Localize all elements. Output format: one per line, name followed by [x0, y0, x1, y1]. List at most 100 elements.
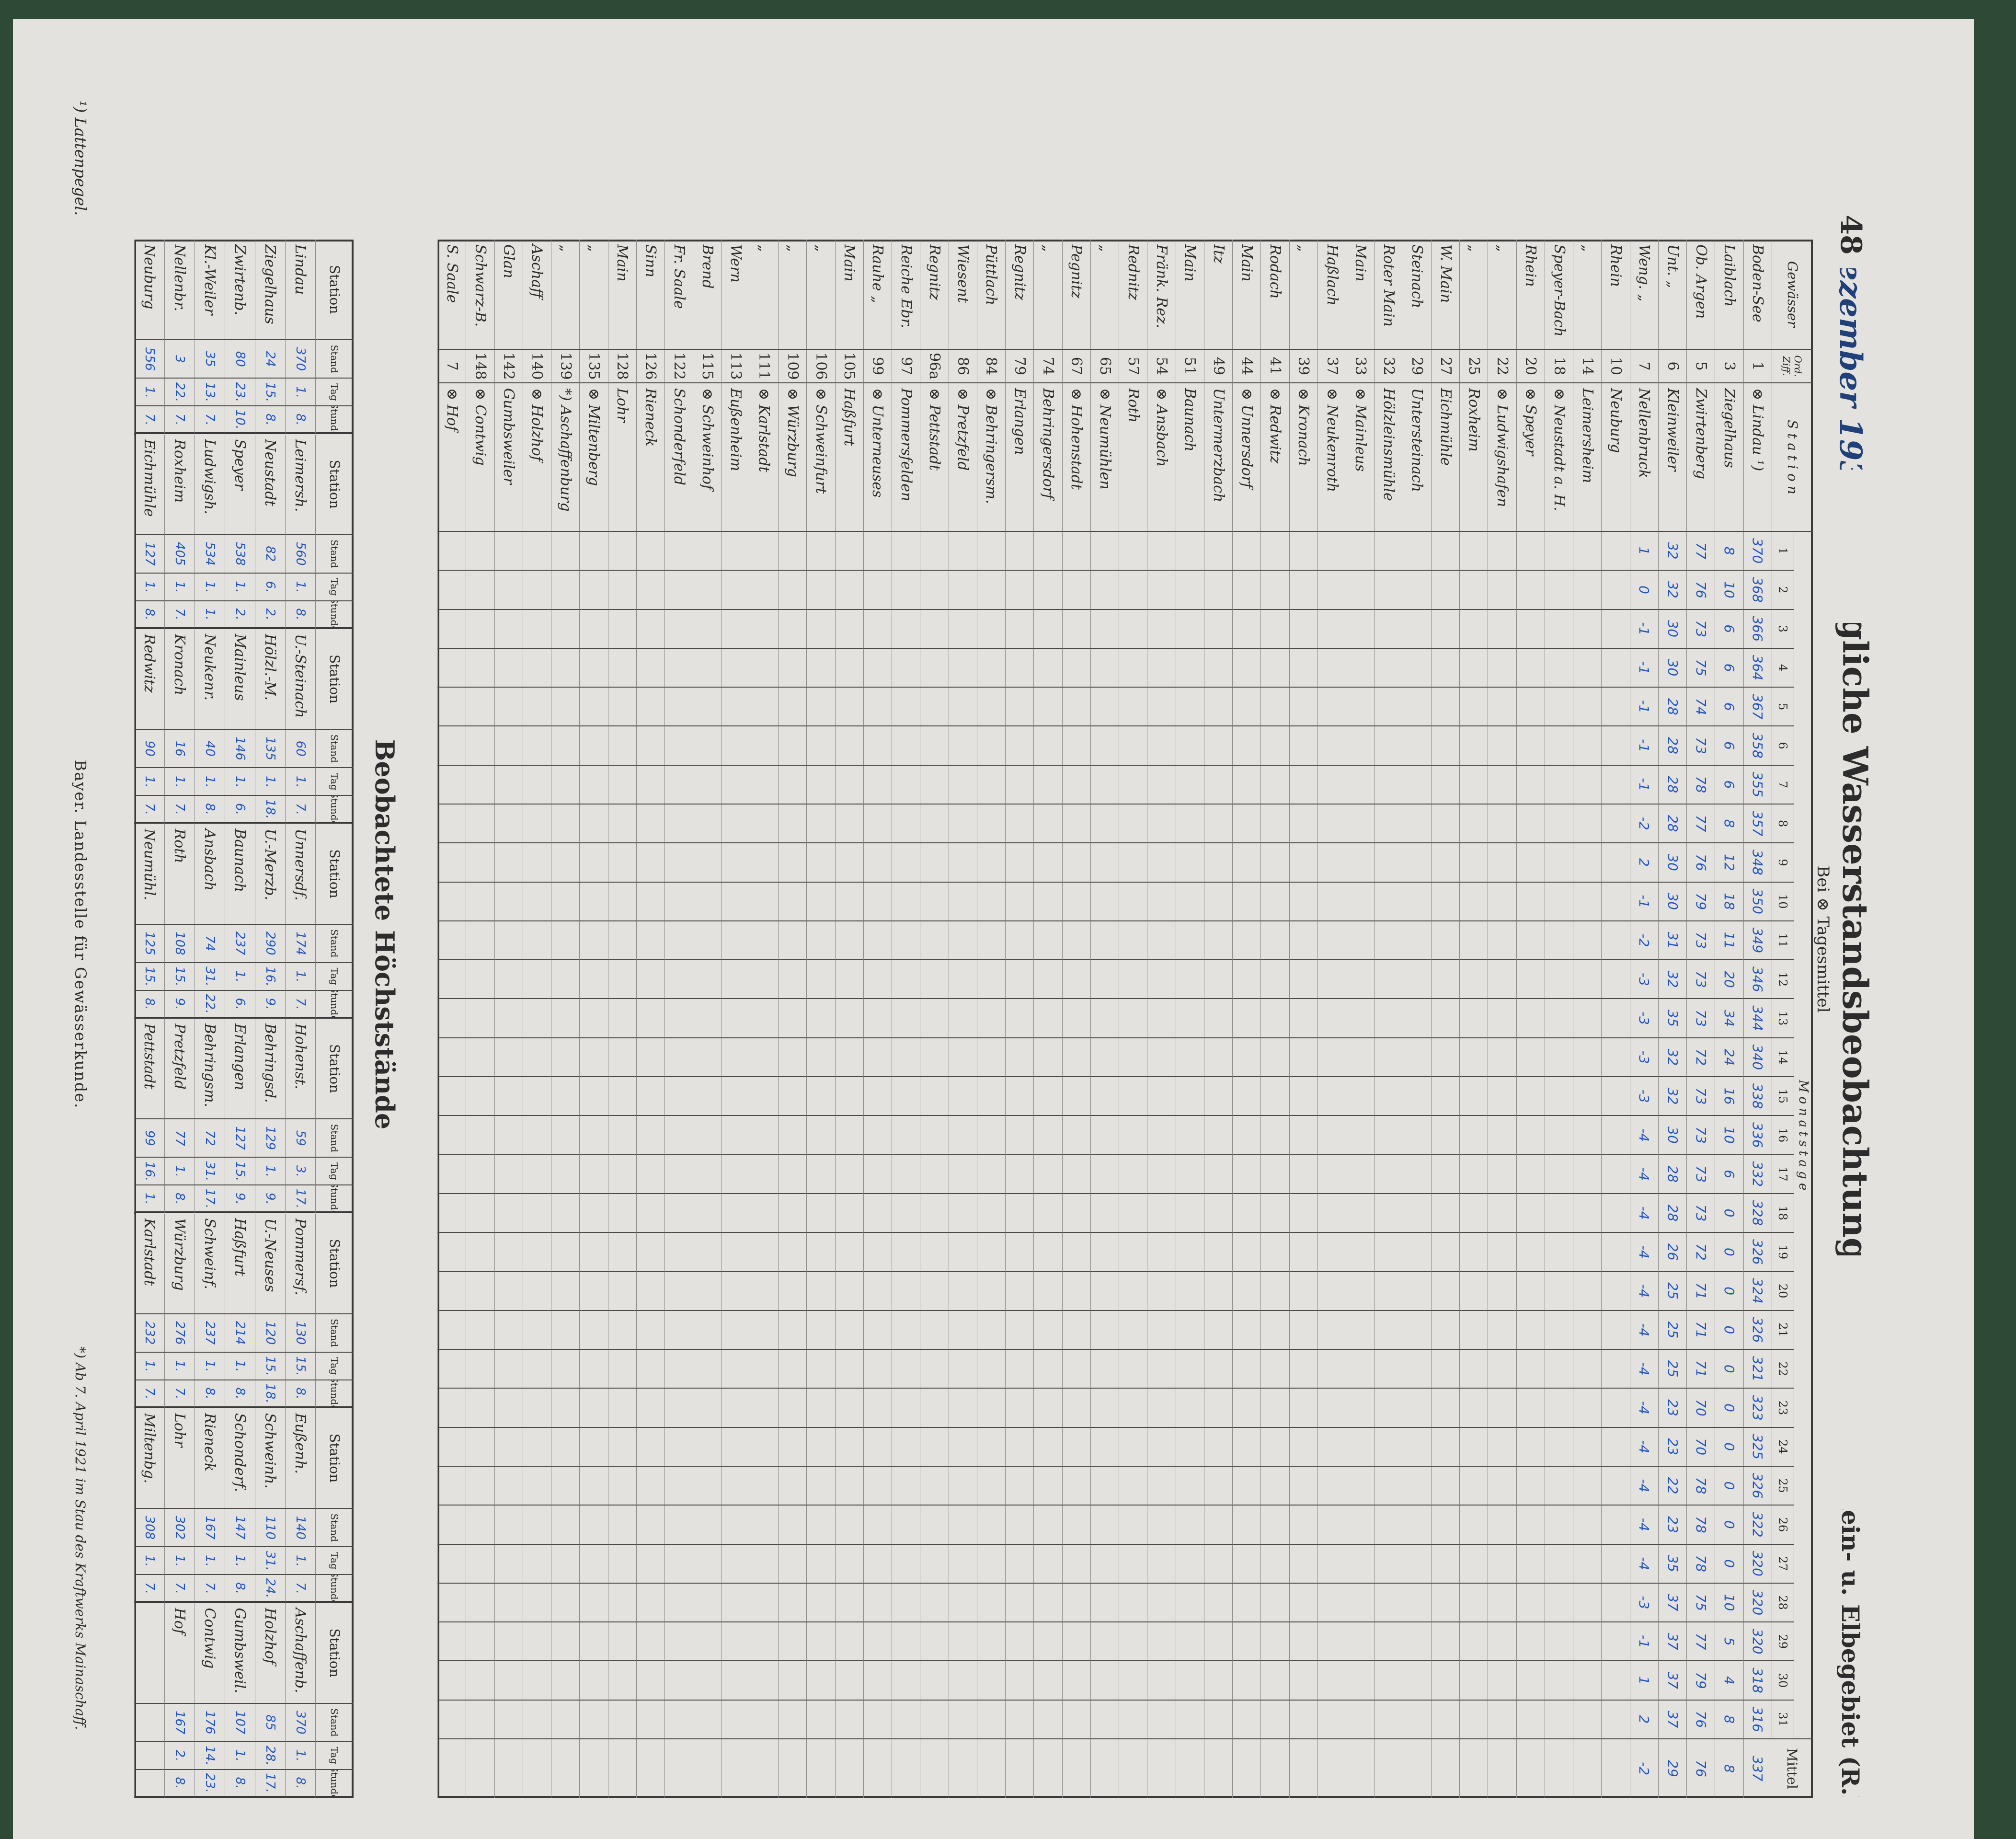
empty-cell	[976, 1583, 1006, 1623]
empty-cell	[1374, 882, 1403, 921]
empty-cell	[1431, 1155, 1460, 1194]
empty-cell	[466, 1466, 494, 1506]
empty-cell	[1374, 1700, 1403, 1739]
empty-cell	[1346, 1310, 1375, 1350]
empty-cell	[1175, 1077, 1204, 1116]
maxima-value: 7.	[134, 1575, 164, 1603]
daily-value: 76	[1686, 843, 1715, 883]
empty-cell	[494, 1583, 523, 1623]
empty-cell	[863, 1272, 892, 1311]
empty-cell	[437, 1661, 466, 1701]
empty-cell	[1232, 1350, 1261, 1389]
empty-cell	[607, 1272, 636, 1311]
empty-cell	[1431, 1466, 1460, 1506]
row-station: Eußenheim	[721, 383, 750, 532]
empty-cell	[1317, 688, 1346, 727]
column-header: Mittel	[1784, 1748, 1800, 1789]
row-station: Untersteinach	[1402, 383, 1431, 532]
empty-cell	[1488, 999, 1516, 1038]
empty-cell	[1203, 960, 1233, 1000]
empty-cell	[664, 571, 693, 610]
empty-cell	[551, 1350, 580, 1389]
empty-cell	[1544, 960, 1573, 1000]
empty-cell	[693, 1233, 722, 1272]
row-water: Ob. Argen	[1686, 240, 1715, 350]
empty-cell	[1260, 921, 1289, 961]
empty-cell	[466, 648, 494, 688]
empty-cell	[948, 1077, 977, 1116]
empty-cell	[1402, 532, 1431, 571]
empty-cell	[1459, 532, 1488, 571]
empty-cell	[522, 843, 551, 883]
daily-value: 346	[1743, 960, 1772, 1000]
maxima-value: 17.	[255, 1770, 285, 1798]
empty-cell	[1232, 648, 1261, 688]
empty-cell	[466, 882, 494, 921]
maxima-header: Stunde	[315, 1185, 354, 1214]
empty-cell	[1203, 1466, 1233, 1506]
maxima-value: 1.	[285, 768, 315, 796]
maxima-value: 13.	[195, 379, 225, 407]
empty-cell	[806, 1389, 835, 1428]
empty-cell	[579, 688, 608, 727]
empty-cell	[607, 843, 636, 883]
empty-cell	[1374, 1233, 1403, 1272]
maxima-header: Tag	[315, 1547, 354, 1575]
empty-cell	[664, 882, 693, 921]
empty-cell	[1544, 1700, 1573, 1739]
empty-cell	[1175, 1739, 1204, 1798]
empty-cell	[1488, 1389, 1516, 1428]
maxima-value: 237	[225, 924, 255, 963]
maxima-value: 1.	[164, 768, 195, 796]
empty-cell	[522, 1544, 551, 1584]
empty-cell	[693, 1583, 722, 1623]
row-number: 20	[1516, 350, 1545, 383]
daily-value: 75	[1686, 648, 1715, 688]
day-header: 21	[1772, 1310, 1794, 1350]
maxima-value: 7.	[134, 796, 164, 824]
maxima-value: 15.	[255, 379, 285, 407]
empty-cell	[579, 1194, 608, 1233]
empty-cell	[1119, 1155, 1147, 1194]
empty-cell	[1289, 688, 1317, 727]
empty-cell	[1260, 1700, 1289, 1739]
empty-cell	[1175, 1661, 1204, 1701]
row-number: 22	[1488, 350, 1516, 383]
row-station: ⊗ Pretzfeld	[948, 383, 977, 532]
empty-cell	[636, 1272, 665, 1311]
maxima-value: 405	[164, 535, 195, 574]
empty-cell	[778, 805, 807, 844]
empty-cell	[437, 532, 466, 571]
empty-cell	[1090, 921, 1119, 961]
empty-cell	[1544, 1038, 1573, 1078]
empty-cell	[134, 1742, 164, 1770]
empty-cell	[976, 960, 1006, 1000]
empty-cell	[1033, 882, 1062, 921]
daily-value: -4	[1629, 1506, 1658, 1545]
maxima-value: 1.	[164, 1352, 195, 1380]
empty-cell	[1573, 1506, 1602, 1545]
empty-cell	[1062, 648, 1090, 688]
empty-cell	[1459, 726, 1488, 766]
empty-cell	[976, 999, 1006, 1038]
row-station: ⊗ Pettstadt	[920, 383, 949, 532]
empty-cell	[1459, 1350, 1488, 1389]
day-header: 8	[1772, 805, 1794, 844]
empty-cell	[1203, 688, 1233, 727]
empty-cell	[1488, 960, 1516, 1000]
daily-value: 6	[1715, 609, 1743, 649]
empty-cell	[636, 726, 665, 766]
empty-cell	[1232, 1622, 1261, 1662]
row-water: „	[1573, 240, 1602, 350]
empty-cell	[1033, 1233, 1062, 1272]
empty-cell	[1573, 648, 1602, 688]
empty-cell	[636, 1661, 665, 1701]
empty-cell	[863, 921, 892, 961]
empty-cell	[1544, 1506, 1573, 1545]
daily-value: 77	[1686, 1622, 1715, 1662]
empty-cell	[1289, 1350, 1317, 1389]
empty-cell	[1260, 1155, 1289, 1194]
empty-cell	[693, 1350, 722, 1389]
empty-cell	[1147, 805, 1176, 844]
